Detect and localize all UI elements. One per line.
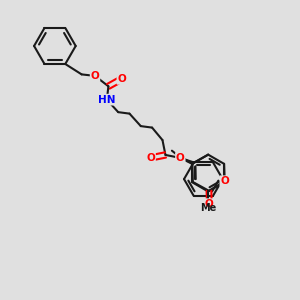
Text: O: O [91,71,99,81]
Text: O: O [146,153,155,163]
Text: O: O [205,199,214,209]
Text: O: O [117,74,126,84]
Text: O: O [176,153,185,163]
Text: O: O [220,176,229,186]
Text: HN: HN [98,95,116,105]
Text: Me: Me [200,203,216,213]
